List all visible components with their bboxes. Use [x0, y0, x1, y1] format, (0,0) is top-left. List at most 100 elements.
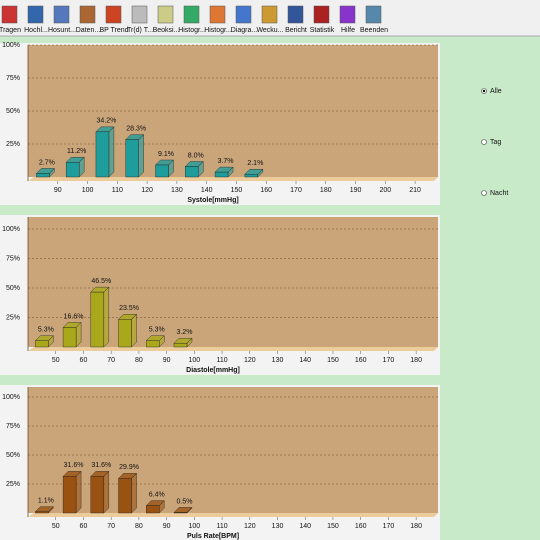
x-tick-label: 150: [327, 523, 339, 530]
toolbar-label: Wecku...: [256, 27, 283, 34]
bar-side: [131, 313, 137, 348]
plot-floor: [28, 513, 438, 517]
toolbar-button[interactable]: [183, 5, 200, 24]
x-tick-label: 170: [290, 187, 302, 194]
value-label: 2.1%: [247, 160, 263, 167]
plot-floor: [28, 347, 438, 351]
x-tick-label: 180: [410, 523, 422, 530]
toolbar-button[interactable]: [287, 5, 304, 24]
toolbar-label: Hochl...: [24, 27, 48, 34]
toolbar-button[interactable]: [79, 5, 96, 24]
value-label: 3.7%: [218, 158, 234, 165]
bar-side: [75, 470, 82, 514]
x-tick-label: 90: [54, 187, 62, 194]
value-label: 29.9%: [119, 464, 139, 471]
toolbar-button[interactable]: [261, 5, 278, 24]
toolbar-button[interactable]: [105, 5, 122, 24]
radio-label: Alle: [490, 88, 502, 95]
x-axis-title: Diastole[mmHg]: [186, 367, 240, 374]
x-tick-label: 50: [52, 357, 60, 364]
x-tick-label: 190: [350, 187, 362, 194]
toolbar-button[interactable]: [27, 5, 44, 24]
toolbar-label: Daten...: [76, 27, 101, 34]
value-label: 6.4%: [149, 491, 165, 498]
toolbar-button[interactable]: [339, 5, 356, 24]
bar: [35, 340, 49, 348]
value-label: 16.6%: [64, 313, 84, 320]
x-tick-label: 110: [112, 187, 123, 194]
x-tick-label: 120: [141, 187, 153, 194]
y-tick-label: 50%: [6, 108, 20, 115]
value-label: 23.5%: [119, 305, 139, 312]
toolbar-button[interactable]: [53, 5, 70, 24]
x-tick-label: 140: [299, 523, 311, 530]
toolbar-label: Diagra...: [231, 27, 258, 34]
x-tick-label: 170: [383, 523, 395, 530]
plot-floor: [28, 177, 438, 181]
bar-side: [138, 134, 144, 178]
bar: [90, 291, 105, 348]
x-tick-label: 150: [231, 187, 243, 194]
bar: [155, 164, 169, 178]
x-axis-title: Puls Rate[BPM]: [187, 533, 239, 540]
x-tick-label: 130: [272, 357, 284, 364]
value-label: 5.3%: [149, 327, 165, 334]
toolbar-label: Histogr...: [178, 27, 206, 34]
y-tick-label: 100%: [2, 42, 20, 49]
value-label: 3.2%: [176, 329, 192, 336]
toolbar-label: Tr(d) T...: [127, 27, 153, 34]
x-tick-label: 100: [189, 523, 201, 530]
toolbar-label: Tragen: [0, 27, 21, 34]
toolbar-label: Histogr...: [204, 27, 232, 34]
bar: [146, 505, 160, 514]
x-tick-label: 110: [216, 523, 227, 530]
bar: [125, 139, 139, 178]
x-tick-label: 80: [135, 357, 143, 364]
x-tick-label: 160: [260, 187, 272, 194]
bar: [173, 512, 188, 514]
toolbar-button[interactable]: [131, 5, 148, 24]
bar: [95, 131, 110, 178]
value-label: 31.6%: [91, 462, 111, 469]
x-axis-title: Systole[mmHg]: [187, 197, 238, 204]
radio-label: Nacht: [490, 190, 508, 197]
toolbar-label: Bericht: [285, 27, 307, 34]
value-label: 1.1%: [38, 498, 54, 505]
bar: [118, 478, 132, 514]
toolbar-button[interactable]: [157, 5, 174, 24]
x-tick-label: 90: [163, 523, 171, 530]
x-tick-label: 70: [107, 357, 115, 364]
y-tick-label: 50%: [6, 285, 20, 292]
x-tick-label: 100: [82, 187, 94, 194]
x-tick-label: 60: [80, 523, 88, 530]
toolbar-button[interactable]: [313, 5, 330, 24]
x-tick-label: 80: [135, 523, 143, 530]
radio-button[interactable]: [481, 190, 487, 196]
x-tick-label: 180: [320, 187, 332, 194]
x-tick-label: 150: [327, 357, 339, 364]
toolbar-label: Beenden: [360, 27, 388, 34]
toolbar-label: Hilfe: [341, 27, 355, 34]
toolbar-label: BP Trend: [99, 27, 128, 34]
y-tick-label: 75%: [6, 255, 20, 262]
value-label: 0.5%: [176, 498, 192, 505]
value-label: 46.5%: [91, 278, 111, 285]
bar: [146, 340, 160, 348]
toolbar-button[interactable]: [1, 5, 18, 24]
bar: [36, 173, 50, 178]
bar: [90, 476, 105, 514]
radio-button[interactable]: [481, 139, 487, 145]
value-label: 11.2%: [67, 148, 86, 155]
bar: [185, 166, 199, 178]
x-tick-label: 200: [379, 187, 391, 194]
bar: [118, 319, 132, 348]
plot-area: [28, 387, 438, 513]
toolbar-button[interactable]: [235, 5, 252, 24]
bar: [65, 162, 80, 178]
value-label: 5.3%: [38, 327, 54, 334]
value-label: 34.2%: [97, 118, 117, 125]
toolbar-button[interactable]: [209, 5, 226, 24]
toolbar-button[interactable]: [365, 5, 382, 24]
x-tick-label: 120: [244, 523, 256, 530]
